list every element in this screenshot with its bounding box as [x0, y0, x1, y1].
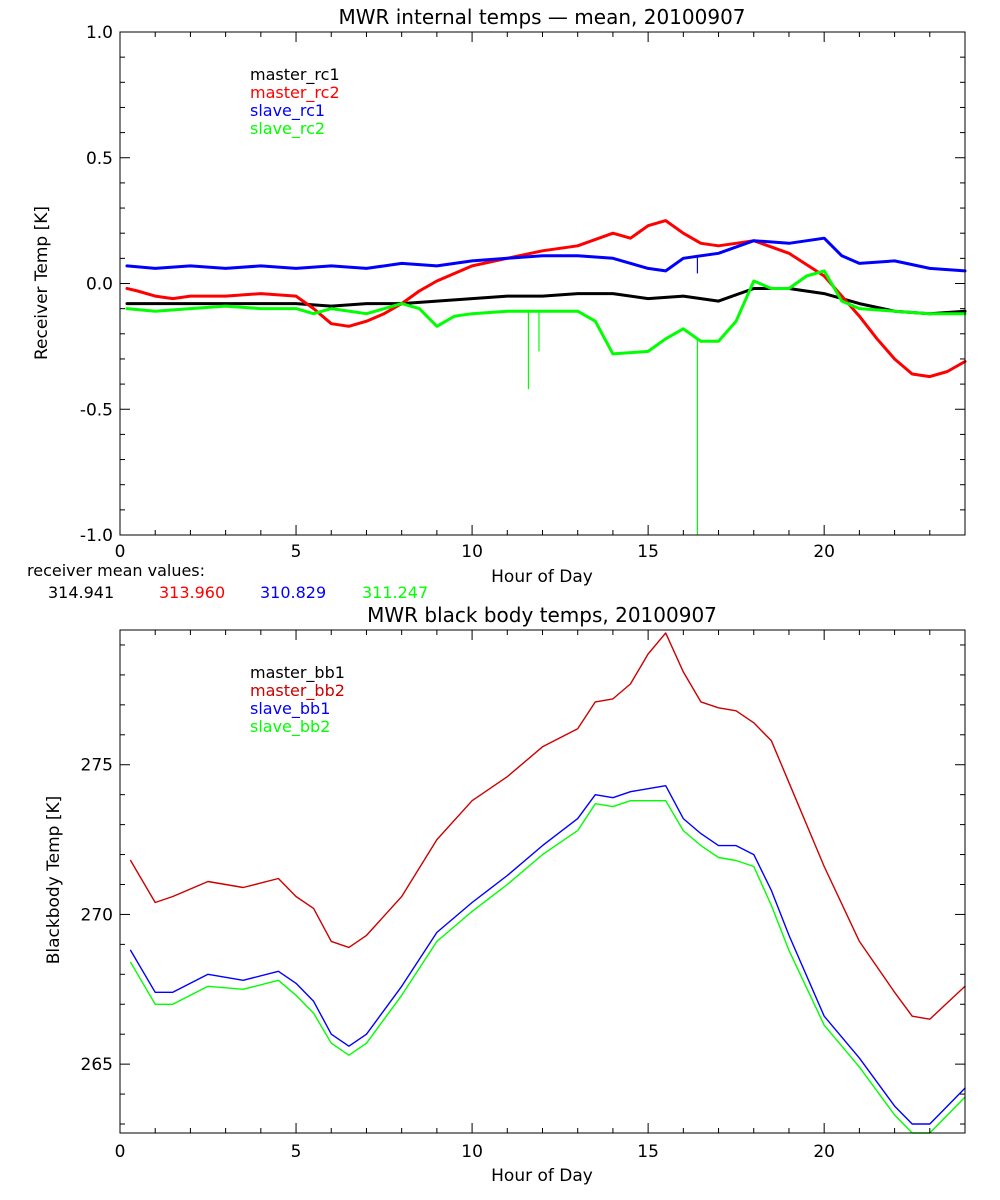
series-line-slave-bb2 [129, 800, 966, 1134]
legend-entry-master-bb2: master_bb2 [250, 681, 345, 701]
y-tick-label: 0.5 [86, 149, 113, 169]
plot-series [125, 219, 967, 535]
legend: master_bb1 master_bb2 slave_bb1 slave_bb… [250, 663, 345, 737]
x-tick-label: 15 [637, 542, 659, 562]
y-tick-label: -0.5 [80, 400, 113, 420]
receiver-means-label: receiver mean values: [27, 561, 205, 580]
x-axis-label: Hour of Day [491, 1166, 593, 1186]
x-tick-labels: 0 5 10 15 20 [115, 542, 835, 562]
y-axis-label: Blackbody Temp [K] [44, 796, 64, 965]
legend-entry-master-rc1: master_rc1 [250, 65, 340, 85]
y-tick-labels: 275 270 265 [81, 756, 113, 1075]
legend-entry-slave-rc2: slave_rc2 [250, 119, 325, 139]
plot-series [129, 632, 966, 1134]
y-tick-label: 0.0 [86, 275, 113, 295]
series-line-master-rc1 [125, 287, 967, 316]
receiver-mean-value: 311.247 [362, 583, 428, 602]
receiver-temp-chart: MWR internal temps — mean, 20100907 1.0 … [32, 5, 967, 587]
x-tick-label: 5 [291, 1142, 302, 1162]
y-tick-label: 270 [81, 905, 113, 925]
legend-entry-slave-bb2: slave_bb2 [250, 717, 330, 737]
chart-title: MWR black body temps, 20100907 [367, 603, 717, 627]
receiver-mean-value: 310.829 [260, 583, 326, 602]
axis-ticks [119, 630, 966, 1133]
x-tick-label: 10 [461, 1142, 483, 1162]
y-tick-label: -1.0 [80, 526, 113, 546]
receiver-mean-value: 314.941 [48, 583, 114, 602]
receiver-means: receiver mean values: 314.941 313.960 31… [27, 561, 428, 602]
x-tick-label: 0 [115, 1142, 126, 1162]
legend-entry-master-rc2: master_rc2 [250, 83, 340, 103]
legend: master_rc1 master_rc2 slave_rc1 slave_rc… [250, 65, 340, 139]
legend-entry-slave-bb1: slave_bb1 [250, 699, 330, 719]
y-tick-label: 1.0 [86, 23, 113, 43]
series-line-slave-bb1 [129, 785, 966, 1125]
axis-ticks [119, 31, 966, 536]
legend-entry-master-bb1: master_bb1 [250, 663, 345, 683]
x-axis-label: Hour of Day [491, 567, 593, 587]
y-axis-label: Receiver Temp [K] [32, 206, 52, 360]
x-tick-label: 20 [813, 1142, 835, 1162]
series-line-slave-rc2 [125, 269, 967, 356]
x-tick-label: 15 [637, 1142, 659, 1162]
series-line-master-bb2 [129, 632, 966, 1020]
legend-entry-slave-rc1: slave_rc1 [250, 101, 325, 121]
chart-title: MWR internal temps — mean, 20100907 [338, 5, 745, 29]
y-tick-labels: 1.0 0.5 0.0 -0.5 -1.0 [80, 23, 113, 546]
x-tick-labels: 0 5 10 15 20 [115, 1142, 835, 1162]
series-line-master-rc2 [125, 219, 967, 379]
y-tick-label: 275 [81, 756, 113, 776]
x-tick-label: 20 [813, 542, 835, 562]
y-tick-label: 265 [81, 1055, 113, 1075]
blackbody-temp-chart: MWR black body temps, 20100907 275 270 2… [44, 603, 966, 1186]
x-tick-label: 10 [461, 542, 483, 562]
series-line-slave-rc1 [125, 236, 967, 273]
receiver-mean-value: 313.960 [159, 583, 225, 602]
x-tick-label: 5 [291, 542, 302, 562]
x-tick-label: 0 [115, 542, 126, 562]
